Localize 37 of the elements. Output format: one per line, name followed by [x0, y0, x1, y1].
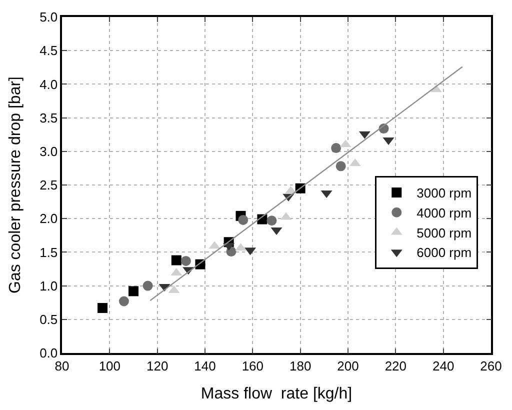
x-tick-label: 220: [384, 358, 407, 374]
legend-label: 4000 rpm: [416, 205, 472, 220]
x-tick-label: 240: [432, 358, 454, 374]
y-tick-label: 3.0: [40, 144, 58, 159]
point: [98, 302, 108, 313]
legend-label: 6000 rpm: [416, 245, 472, 260]
y-tick-label: 2.0: [40, 211, 58, 226]
point: [180, 256, 191, 266]
point: [128, 286, 138, 296]
y-tick-label: 4.5: [40, 43, 58, 58]
x-tick-label: 260: [480, 358, 502, 374]
y-tick-label: 3.5: [40, 110, 58, 126]
x-tick-label: 140: [194, 358, 216, 374]
x-tick-label: 100: [98, 358, 121, 374]
y-tick-label: 1.5: [40, 244, 58, 260]
point: [238, 214, 248, 225]
point: [171, 255, 182, 266]
point: [336, 161, 346, 172]
x-tick-label: 200: [337, 358, 359, 374]
x-tick-label: 180: [289, 358, 312, 374]
point: [142, 280, 153, 291]
point: [331, 143, 342, 154]
legend-label: 3000 rpm: [416, 186, 472, 201]
x-tick-label: 80: [54, 358, 70, 374]
y-tick-label: 0.0: [40, 346, 58, 361]
point: [266, 216, 277, 226]
legend-label: 5000 rpm: [416, 225, 472, 240]
y-axis-title: Gas cooler pressure drop [bar]: [6, 76, 24, 294]
y-tick-label: 1.0: [40, 278, 58, 294]
x-tick-label: 120: [146, 358, 168, 374]
y-tick-label: 5.0: [40, 10, 58, 25]
x-axis-title: Mass flow rate [kg/h]: [200, 386, 352, 403]
y-tick-label: 2.5: [40, 178, 58, 193]
y-tick-label: 0.5: [40, 312, 58, 327]
x-tick-label: 160: [242, 358, 264, 374]
point: [118, 296, 129, 306]
y-tick-label: 4.0: [40, 76, 58, 92]
